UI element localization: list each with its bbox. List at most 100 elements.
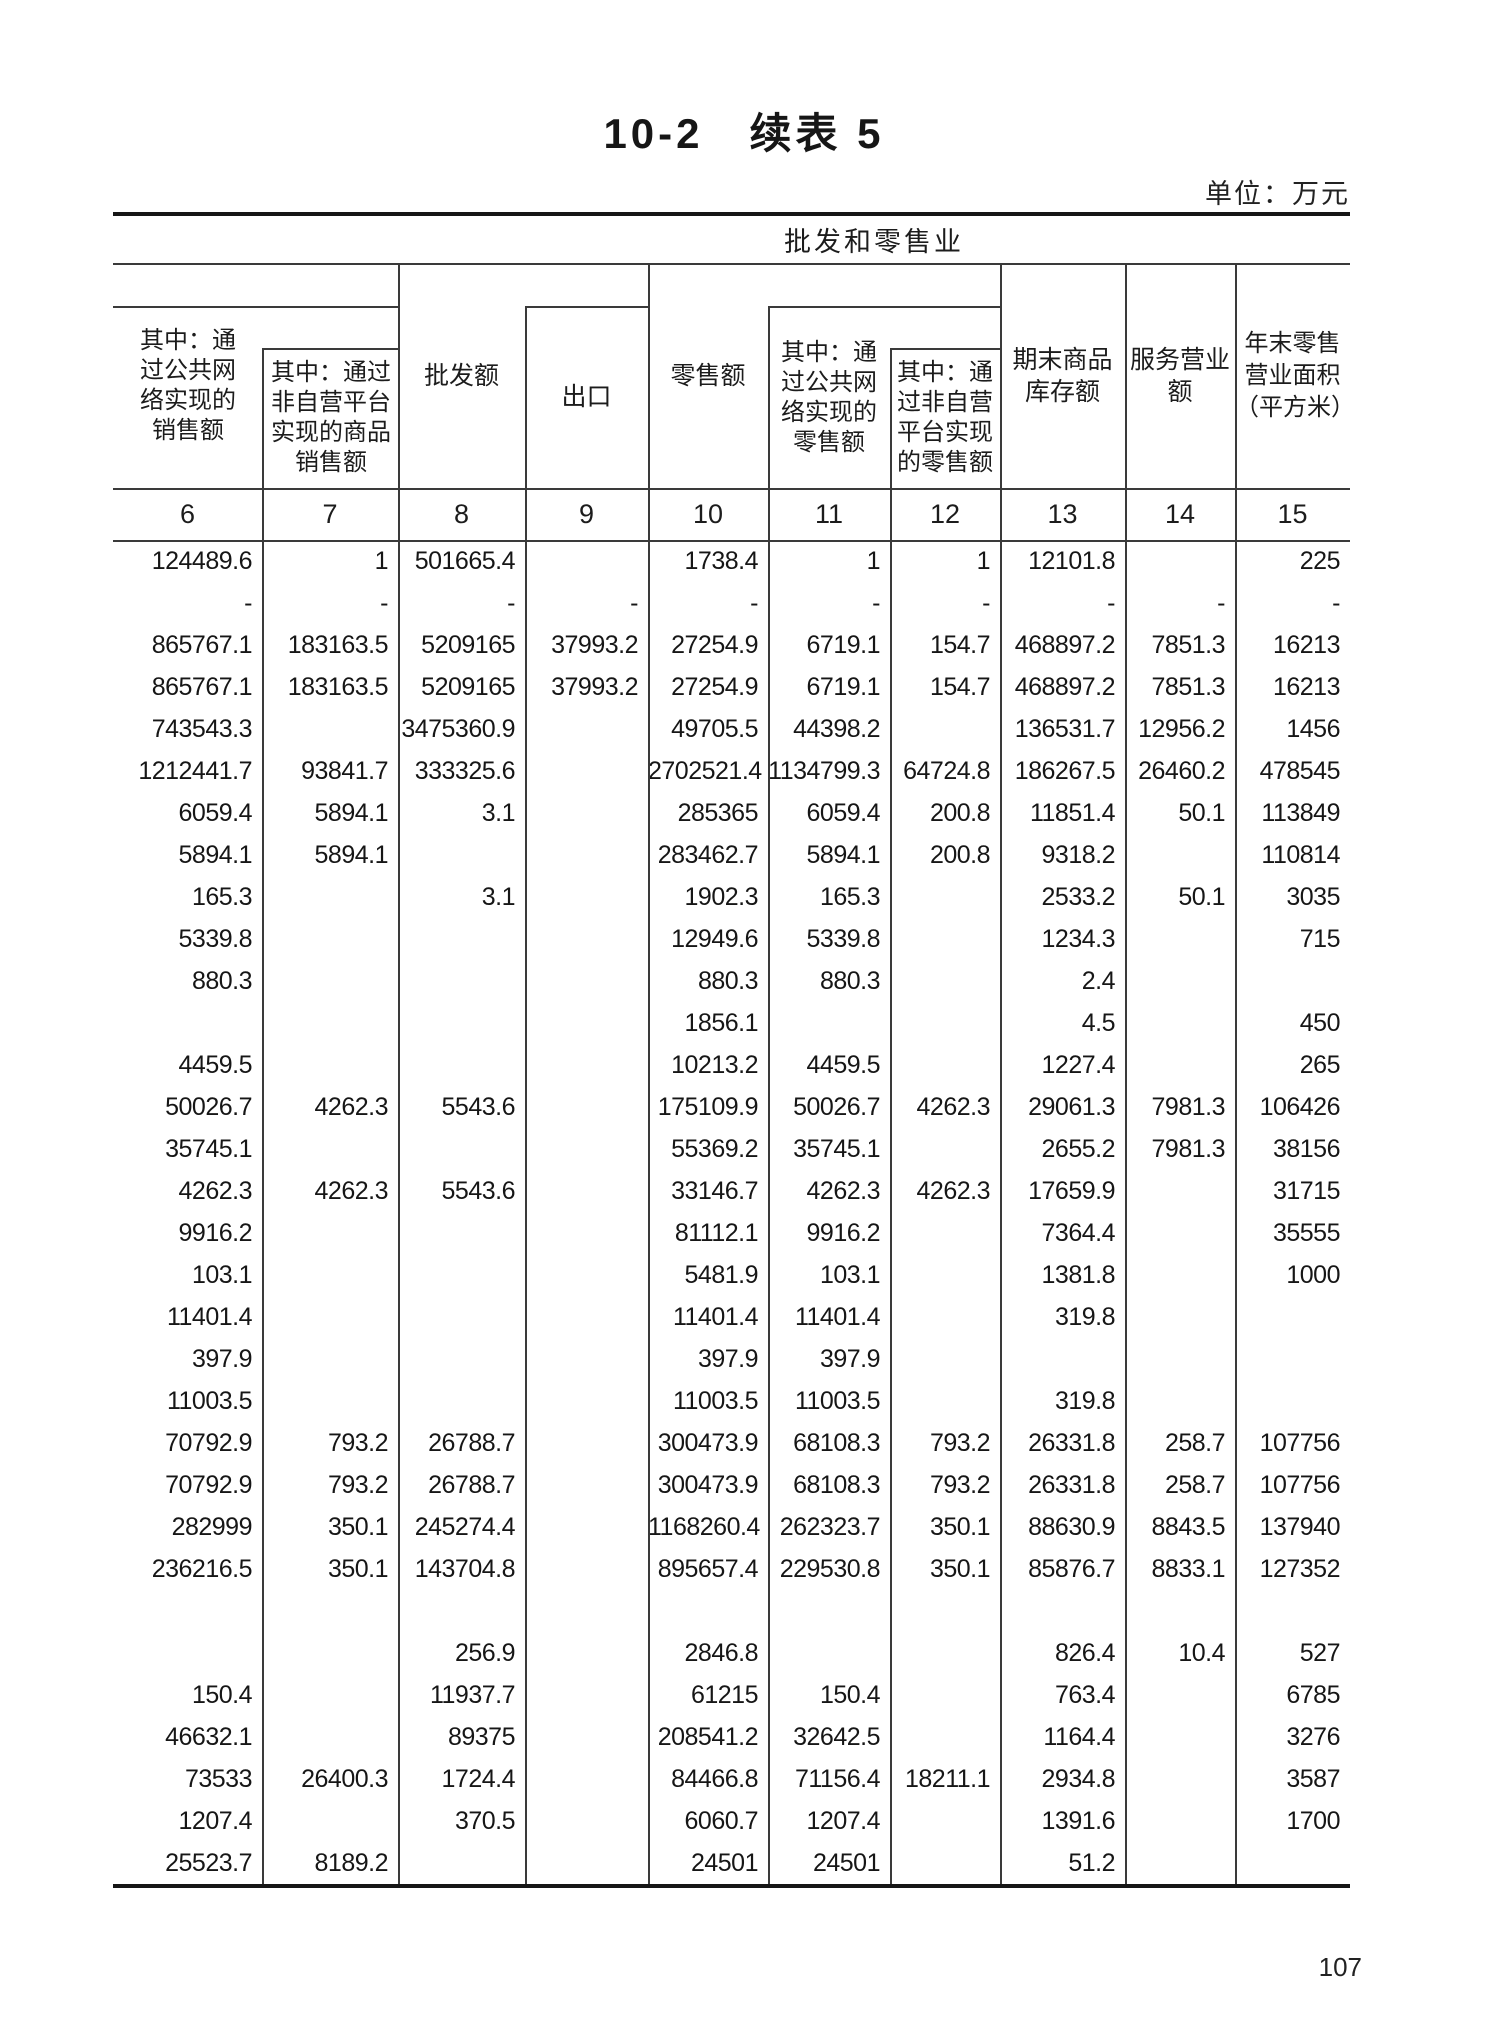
table-cell: 895657.4 — [657, 1555, 759, 1583]
table-cell: 93841.7 — [301, 757, 388, 785]
table-cell: 8833.1 — [1151, 1555, 1226, 1583]
column-code-10: 10 — [692, 498, 724, 529]
table-cell: 8189.2 — [314, 1849, 389, 1877]
table-cell: 17659.9 — [1028, 1177, 1115, 1205]
table-cell: 6785 — [1286, 1681, 1340, 1709]
table-cell: 107756 — [1259, 1429, 1341, 1457]
table-cell: 150.4 — [819, 1681, 881, 1709]
table-cell: - — [1332, 589, 1340, 617]
retail-sub-box-top — [768, 306, 1000, 308]
table-cell: 33146.7 — [671, 1177, 758, 1205]
table-cell: 1212441.7 — [138, 757, 252, 785]
table-cell: 5209165 — [421, 673, 515, 701]
table-cell: 333325.6 — [414, 757, 516, 785]
table-cell: 350.1 — [929, 1555, 991, 1583]
unit-label: 单位：万元 — [1205, 179, 1350, 209]
numbers-data-divider — [113, 540, 1350, 542]
table-cell: 865767.1 — [151, 631, 253, 659]
table-cell: 11003.5 — [672, 1387, 759, 1415]
table-cell: 9916.2 — [178, 1219, 253, 1247]
table-cell: 826.4 — [1054, 1639, 1116, 1667]
column-code-15: 15 — [1277, 498, 1308, 529]
col12-box-top — [890, 348, 1000, 350]
table-cell: 10.4 — [1178, 1639, 1225, 1667]
table-cell: 61215 — [690, 1681, 759, 1709]
column-code-13: 13 — [1047, 498, 1078, 529]
table-cell: 763.4 — [1054, 1681, 1116, 1709]
page-number: 107 — [1318, 1952, 1362, 1982]
table-cell: 5339.8 — [806, 925, 881, 953]
table-cell: 4459.5 — [806, 1051, 881, 1079]
table-cell: 7851.3 — [1151, 673, 1226, 701]
table-cell: 5339.8 — [178, 925, 253, 953]
table-cell: 37993.2 — [551, 631, 638, 659]
table-cell: 165.3 — [819, 883, 881, 911]
table-cell: 11937.7 — [429, 1681, 516, 1709]
table-cell: 743543.3 — [151, 715, 253, 743]
table-cell: 31715 — [1272, 1177, 1341, 1205]
table-cell: 12101.8 — [1028, 547, 1115, 575]
table-cell: 26460.2 — [1138, 757, 1225, 785]
table-cell: 715 — [1299, 925, 1341, 953]
table-cell: 4262.3 — [806, 1177, 881, 1205]
table-cell: 12956.2 — [1138, 715, 1225, 743]
table-cell: 3276 — [1286, 1723, 1340, 1751]
table-cell: 793.2 — [327, 1429, 389, 1457]
table-cell: 88630.9 — [1028, 1513, 1115, 1541]
table-cell: 1168260.4 — [648, 1513, 760, 1541]
table-cell: 1207.4 — [806, 1807, 881, 1835]
table-cell: 200.8 — [929, 841, 991, 869]
table-cell: 70792.9 — [165, 1429, 252, 1457]
table-cell: 27254.9 — [671, 631, 758, 659]
table-cell: 27254.9 — [671, 673, 758, 701]
table-cell: 4262.3 — [314, 1093, 389, 1121]
column-header-10: 零售额 — [670, 361, 746, 390]
table-cell: 16213 — [1272, 673, 1341, 701]
table-cell: 35745.1 — [165, 1135, 252, 1163]
table-cell: 1738.4 — [684, 547, 759, 575]
column-header-7: 其中：通过 非自营平台 实现的商品 销售额 — [271, 359, 391, 476]
table-cell: 11003.5 — [166, 1387, 253, 1415]
column-code-8: 8 — [453, 498, 470, 529]
table-cell: 501665.4 — [414, 547, 516, 575]
table-cell: 4459.5 — [178, 1051, 253, 1079]
table-cell: 1 — [374, 547, 389, 575]
divider-col7-col8 — [398, 263, 400, 1884]
table-cell: 183163.5 — [287, 631, 389, 659]
table-cell: 29061.3 — [1028, 1093, 1115, 1121]
table-cell: 265 — [1299, 1051, 1341, 1079]
table-cell: 245274.4 — [414, 1513, 516, 1541]
table-top-border — [113, 212, 1350, 216]
table-cell: 1700 — [1286, 1807, 1340, 1835]
table-cell: 350.1 — [327, 1555, 389, 1583]
table-cell: 5894.1 — [806, 841, 881, 869]
table-bottom-border — [113, 1884, 1350, 1888]
table-cell: 143704.8 — [414, 1555, 516, 1583]
table-cell: 1902.3 — [684, 883, 759, 911]
table-cell: 51.2 — [1068, 1849, 1115, 1877]
table-cell: 85876.7 — [1028, 1555, 1115, 1583]
table-cell: 64724.8 — [903, 757, 990, 785]
table-cell: 73533 — [184, 1765, 253, 1793]
column-code-9: 9 — [578, 498, 595, 529]
table-cell: 478545 — [1259, 757, 1341, 785]
divider-col8-col9 — [525, 306, 527, 1884]
table-cell: 350.1 — [929, 1513, 991, 1541]
table-cell: 38156 — [1272, 1135, 1341, 1163]
table-cell: - — [244, 589, 252, 617]
table-cell: 468897.2 — [1014, 631, 1116, 659]
table-cell: 397.9 — [191, 1345, 253, 1373]
table-cell: 5481.9 — [684, 1261, 759, 1289]
table-cell: 50026.7 — [165, 1093, 252, 1121]
divider-col10-col11 — [768, 306, 770, 1884]
page-title: 10-2 续表 5 — [603, 110, 885, 157]
table-cell: 84466.8 — [671, 1765, 758, 1793]
table-cell: - — [982, 589, 990, 617]
table-cell: 186267.5 — [1014, 757, 1116, 785]
column-header-11: 其中：通 过公共网 络实现的 零售额 — [781, 339, 877, 456]
table-cell: 103.1 — [191, 1261, 253, 1289]
table-cell: 3475360.9 — [401, 715, 515, 743]
table-cell: 7364.4 — [1041, 1219, 1116, 1247]
table-cell: 103.1 — [819, 1261, 881, 1289]
